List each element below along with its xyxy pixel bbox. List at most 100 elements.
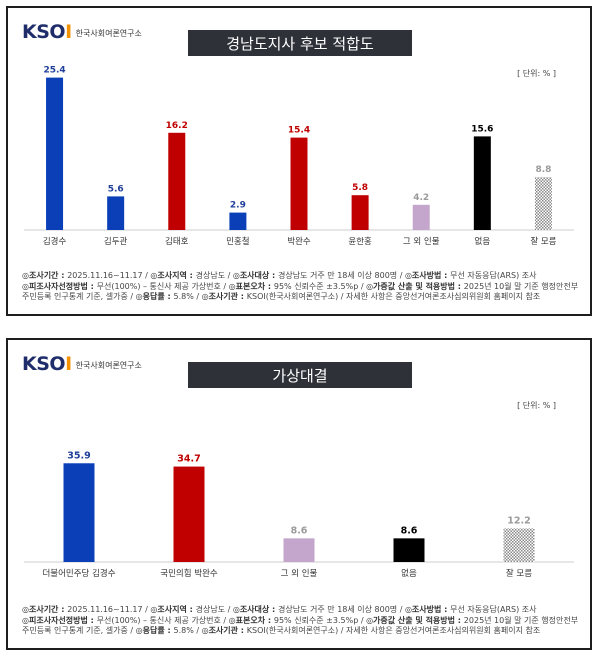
data-label-1: 34.7 [177,454,200,465]
footer-separator: / [193,626,202,635]
category-label-0: 더불어민주당 김경수 [42,568,115,579]
category-label-4: 박완수 [287,236,311,247]
footer-line-2: ◎피조사자선정방법 : 무선(100%) – 통신사 제공 가상번호 / ◎표본… [22,616,582,627]
footer-separator: / [225,605,233,614]
category-label-6: 그 외 인물 [403,236,440,247]
data-label-6: 4.2 [413,193,429,203]
data-label-3: 2.9 [230,201,246,211]
footer-value: KSOI(한국사회여론연구소) [246,292,339,301]
bar-0 [63,463,95,562]
footer-separator: / [127,626,136,635]
bar-4 [290,137,308,230]
logo-org-name: 한국사회여론연구소 [75,361,142,370]
footer-value: 95% 신뢰수준 ±3.5%p [273,281,359,291]
unit-label: [ 단위: % ] [517,401,556,410]
footer-key: ◎표본오차 : [228,615,274,625]
data-label-4: 12.2 [507,515,530,526]
footer-value: 2025년 10월 말 기준 행정안전부 [463,615,579,625]
bar-0 [46,77,64,230]
footer-line-1: ◎조사기간 : 2025.11.16~11.17 / ◎조사지역 : 경상남도 … [22,271,582,282]
data-label-4: 15.4 [288,126,310,136]
bar-2 [168,132,186,230]
footer-separator: / [142,271,151,280]
footer-separator: / [220,281,229,291]
category-label-2: 김태호 [165,236,189,247]
bar-1 [173,466,205,562]
category-label-5: 윤한홍 [348,236,372,247]
footer-value: 경상남도 거주 만 18세 이상 800명 [278,605,398,614]
bar-7 [473,136,491,230]
logo-mark: KSOI [22,21,72,43]
footer-key: ◎조사지역 : [150,605,196,614]
bar-6 [412,204,430,230]
footer-value: 경상남도 [195,605,226,614]
footer-value: 5.8% [173,292,194,301]
footer-value: 5.8% [173,626,194,635]
footer-value: 주민등록 인구통계 기준, 셀가중 [22,292,128,301]
footer-separator: / [220,615,229,625]
footer-key: ◎조사방법 : [404,271,451,280]
category-label-3: 없음 [401,569,417,579]
category-label-1: 김두관 [104,236,128,247]
bar-1 [107,196,125,230]
bar-3 [229,212,247,230]
footer-key: ◎가중값 산출 및 적용방법 : [366,281,464,291]
footer-value: 자세한 사항은 중앙선거여론조사심의위원회 홈페이지 참조 [346,626,541,635]
footer-separator: / [193,292,202,301]
footer-value: 주민등록 인구통계 기준, 셀가중 [22,626,128,635]
bar-5 [351,195,369,230]
footer-separator: / [142,605,151,614]
bar-chart-governor-fitness: 25.4 김경수 5.6 김두관 16.2 김태호 2.9 민홍철 15.4 박완수 5.8 윤한홍 4… [24,66,574,247]
footer-key: ◎표본오차 : [228,281,274,291]
data-label-7: 15.6 [471,124,493,134]
data-label-2: 16.2 [166,121,188,131]
survey-footer: ◎조사기간 : 2025.11.16~11.17 / ◎조사지역 : 경상남도 … [22,605,582,637]
footer-value: 경상남도 거주 만 18세 이상 800명 [278,271,398,280]
logo-mark: KSOI [22,353,72,375]
footer-separator: / [338,292,347,301]
category-label-2: 그 외 인물 [281,568,318,579]
bar-2 [283,538,315,562]
category-label-1: 국민의힘 박완수 [160,568,218,579]
footer-separator: / [127,292,136,301]
footer-key: ◎조사대상 : [232,605,279,614]
chart-title: 가상대결 [188,362,412,388]
category-label-3: 민홍철 [226,236,250,247]
data-label-3: 8.6 [401,525,418,536]
footer-key: ◎응답률 : [135,626,174,635]
footer-value: 자세한 사항은 중앙선거여론조사심의위원회 홈페이지 참조 [346,292,541,301]
footer-value: 무선(100%) – 통신사 제공 가상번호 [96,615,221,625]
footer-value: 2025.11.16~11.17 [67,605,143,614]
footer-line-1: ◎조사기간 : 2025.11.16~11.17 / ◎조사지역 : 경상남도 … [22,605,582,616]
bar-3 [393,538,425,562]
data-label-8: 8.8 [535,165,551,175]
footer-key: ◎조사기간 : [22,271,68,280]
chart-panel-governor-fitness: KSOI 한국사회여론연구소 경남도지사 후보 적합도 [ 단위: % ] 25… [6,6,592,316]
footer-value: 2025년 10월 말 기준 행정안전부 [463,281,579,291]
bar-8 [534,177,552,230]
chart-panel-virtual-match: KSOI 한국사회여론연구소 가상대결 [ 단위: % ] 35.9 더불어민주당… [6,338,592,650]
footer-key: ◎조사방법 : [404,605,451,614]
survey-footer: ◎조사기간 : 2025.11.16~11.17 / ◎조사지역 : 경상남도 … [22,271,582,303]
logo-org-name: 한국사회여론연구소 [75,29,142,38]
footer-key: ◎가중값 산출 및 적용방법 : [366,615,464,625]
footer-separator: / [358,615,367,625]
category-label-8: 잘 모름 [530,236,556,247]
footer-separator: / [397,605,405,614]
footer-value: 무선(100%) – 통신사 제공 가상번호 [96,281,221,291]
category-label-4: 잘 모름 [506,568,532,579]
data-label-0: 25.4 [43,66,65,76]
footer-value: 무선 자동응답(ARS) 조사 [450,271,537,280]
footer-key: ◎피조사자선정방법 : [22,615,97,625]
footer-separator: / [225,271,233,280]
footer-key: ◎조사기관 : [201,292,247,301]
footer-key: ◎응답률 : [135,292,174,301]
footer-value: 95% 신뢰수준 ±3.5%p [273,615,359,625]
chart-title: 경남도지사 후보 적합도 [188,30,412,56]
footer-separator: / [338,626,347,635]
footer-value: 경상남도 [195,271,226,280]
bar-4 [503,528,535,562]
data-label-2: 8.6 [291,525,308,536]
footer-separator: / [358,281,367,291]
footer-value: 2025.11.16~11.17 [67,271,143,280]
